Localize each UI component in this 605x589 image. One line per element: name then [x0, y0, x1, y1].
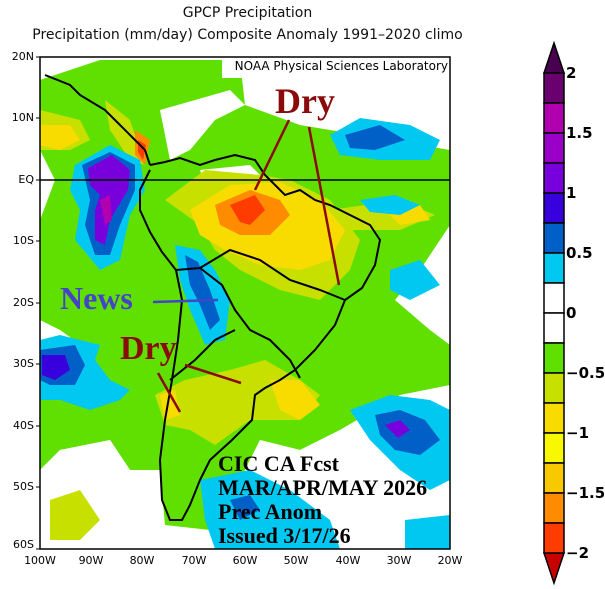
colorbar: [542, 40, 566, 586]
colorbar-label: 1: [566, 184, 577, 202]
forecast-label-line1: CIC CA Fcst: [218, 451, 339, 476]
lon-label: 30W: [386, 554, 412, 567]
colorbar-swatch: [543, 372, 565, 404]
colorbar-swatch: [543, 222, 565, 254]
map-subtitle: Precipitation (mm/day) Composite Anomaly…: [32, 27, 463, 43]
colorbar-swatch: [543, 282, 565, 314]
lon-label: 40W: [335, 554, 361, 567]
lat-label: 10N: [11, 111, 34, 124]
lat-label: EQ: [18, 173, 34, 186]
colorbar-swatch: [543, 312, 565, 344]
lon-label: 80W: [129, 554, 155, 567]
colorbar-swatch: [543, 522, 565, 554]
colorbar-swatch: [543, 402, 565, 434]
colorbar-label: −1.5: [566, 484, 605, 502]
dry-north-annotation: Dry: [275, 81, 335, 121]
lat-label: 50S: [13, 480, 34, 493]
colorbar-swatch: [543, 432, 565, 464]
news-pointer-line: [152, 298, 219, 304]
lon-label: 100W: [24, 554, 56, 567]
colorbar-label: −2: [566, 544, 590, 562]
lat-label: 40S: [13, 419, 34, 432]
anomaly-fields: [40, 60, 450, 549]
lat-label: 20S: [13, 296, 34, 309]
colorbar-label: 1.5: [566, 124, 593, 142]
coastlines: [44, 74, 382, 521]
lat-label: 20N: [11, 50, 34, 63]
colorbar-label: 0.5: [566, 244, 593, 262]
map-title: GPCP Precipitation: [182, 5, 313, 21]
credit-label: NOAA Physical Sciences Laboratory: [222, 58, 448, 78]
colorbar-swatch: [543, 132, 565, 164]
colorbar-under-triangle: [542, 552, 566, 586]
colorbar-swatch: [543, 462, 565, 494]
dry-pointer-lines: [156, 119, 341, 413]
colorbar-swatch: [543, 342, 565, 374]
lat-label: 30S: [13, 357, 34, 370]
colorbar-label: −0.5: [566, 364, 605, 382]
lon-label: 70W: [181, 554, 207, 567]
colorbar-label: 0: [566, 304, 577, 322]
lon-label: 20W: [437, 554, 463, 567]
colorbar-swatch: [543, 192, 565, 224]
dry-south-annotation: Dry: [120, 330, 177, 367]
forecast-label-line4: Issued 3/17/26: [218, 523, 351, 548]
lon-label: 50W: [283, 554, 309, 567]
lon-label: 60W: [232, 554, 258, 567]
forecast-label-line3: Prec Anom: [218, 499, 323, 524]
lon-label: 90W: [78, 554, 104, 567]
news-annotation: News: [60, 280, 133, 316]
colorbar-swatch: [543, 162, 565, 194]
forecast-label-line2: MAR/APR/MAY 2026: [218, 475, 428, 500]
colorbar-swatch: [543, 72, 565, 104]
colorbar-swatch: [543, 252, 565, 284]
colorbar-label: −1: [566, 424, 590, 442]
colorbar-label: 2: [566, 64, 577, 82]
colorbar-swatch: [543, 102, 565, 134]
colorbar-over-triangle: [542, 40, 566, 74]
lat-label: 60S: [13, 538, 34, 551]
axis-ticks: [36, 56, 40, 550]
colorbar-swatch: [543, 492, 565, 524]
lat-label: 10S: [13, 234, 34, 247]
